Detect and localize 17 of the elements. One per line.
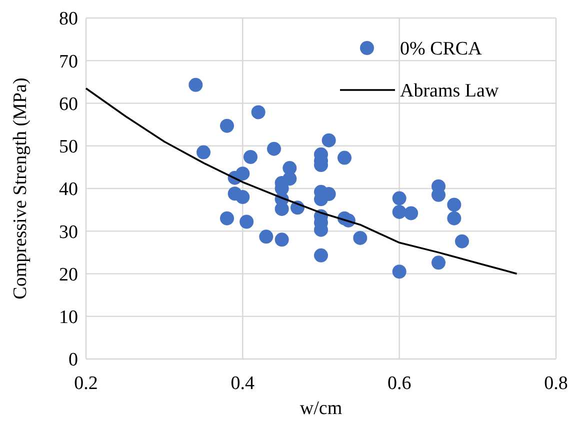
y-tick-label: 40 [59, 179, 78, 200]
x-tick-label: 0.4 [230, 373, 256, 394]
x-axis-title: w/cm [300, 398, 342, 419]
y-axis-title: Compressive Strength (MPa) [10, 78, 31, 300]
x-tick-label: 0.8 [544, 373, 568, 394]
y-tick-label: 70 [59, 51, 78, 72]
x-tick-label: 0.6 [387, 373, 412, 394]
x-tick-label: 0.2 [74, 373, 98, 394]
y-tick-label: 30 [59, 222, 78, 243]
y-tick-label: 80 [59, 8, 78, 30]
y-tick-label: 50 [59, 136, 78, 158]
y-tick-label: 20 [59, 264, 78, 286]
y-tick-label: 10 [59, 307, 78, 328]
y-tick-label: 60 [59, 94, 78, 115]
legend-label: Abrams Law [400, 80, 499, 102]
y-tick-label: 0 [68, 350, 78, 371]
legend-label: 0% CRCA [400, 38, 482, 60]
